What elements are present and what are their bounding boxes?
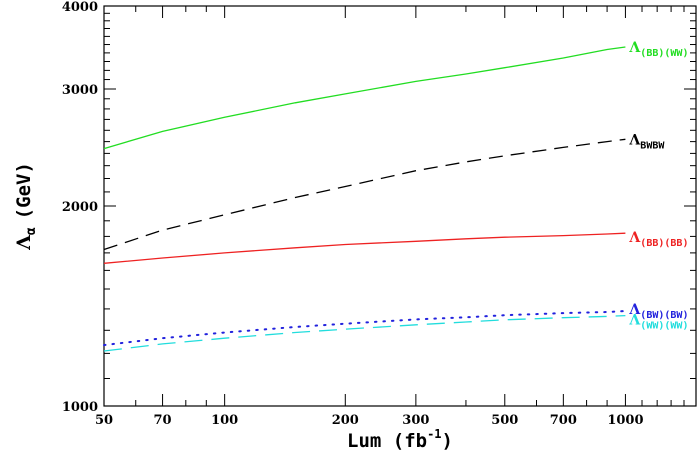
x-tick-label: 300 — [402, 413, 429, 428]
series-line-3 — [103, 310, 627, 347]
series-lines — [103, 46, 627, 352]
plot-frame — [103, 5, 697, 407]
series-labels: Λ(BB)(WW) ΛBWBW Λ(BB)(BB) Λ(BW)(BW)Λ(WW)(WW… — [628, 40, 688, 332]
axis-ticks — [103, 5, 696, 407]
x-tick-label: 100 — [211, 413, 238, 428]
series-line-4 — [103, 314, 626, 352]
series-label-4: Λ(WW)(WW) — [628, 313, 688, 332]
tick-labels: 50 70 100 200 300 500 700 1000 1000 2000 3000 4000 — [62, 0, 644, 428]
y-tick-label: 2000 — [62, 200, 98, 215]
x-tick-label: 70 — [154, 413, 172, 428]
x-tick-label: 500 — [491, 413, 518, 428]
series-label-2: Λ(BB)(BB) — [628, 230, 688, 249]
series-label-0: Λ(BB)(WW) — [628, 40, 688, 59]
series-label-3: Λ(BW)(BW) — [628, 302, 688, 321]
y-tick-label: 3000 — [62, 83, 98, 98]
series-line-1 — [103, 138, 626, 251]
y-tick-label: 1000 — [62, 400, 98, 415]
x-tick-label: 700 — [550, 413, 577, 428]
x-tick-label: 50 — [95, 413, 113, 428]
y-tick-label: 4000 — [62, 0, 98, 15]
x-axis-title: Lum (fb-1) — [347, 427, 453, 452]
x-tick-label: 200 — [332, 413, 359, 428]
svg-text:Λα(GeV): Λα(GeV) — [13, 162, 39, 251]
y-axis-title: Λα(GeV) — [13, 162, 39, 251]
series-line-2 — [103, 232, 626, 264]
series-line-0 — [103, 46, 626, 150]
x-tick-label: 1000 — [607, 413, 643, 428]
series-label-1: ΛBWBW — [628, 132, 665, 151]
